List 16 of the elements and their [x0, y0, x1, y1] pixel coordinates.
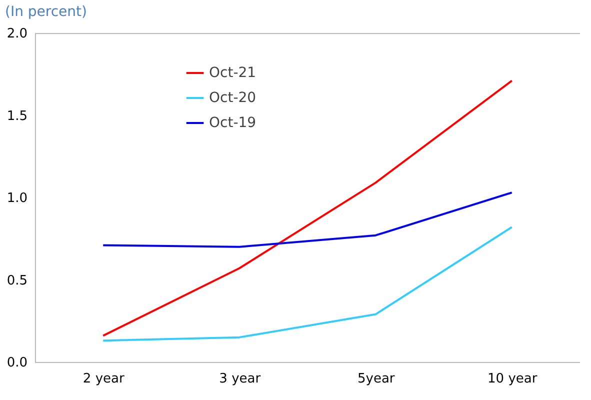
x-tick-label: 5year	[357, 372, 396, 386]
x-tick-label: 3 year	[219, 372, 262, 386]
y-tick-label: 0.0	[6, 356, 28, 370]
x-tick-label: 10 year	[488, 372, 538, 386]
y-tick-label: 1.5	[6, 108, 28, 124]
x-tick-label: 2 year	[82, 372, 125, 386]
line-series	[102, 226, 513, 342]
y-tick-label: 0.5	[6, 273, 28, 288]
line-series	[102, 80, 513, 337]
y-tick-label: 2.0	[6, 26, 28, 42]
y-tick-label: 1.0	[6, 191, 28, 206]
legend-label: Oct-20	[209, 90, 256, 106]
chart-subtitle: (In percent)	[5, 4, 87, 20]
line-series	[102, 192, 513, 248]
legend-label: Oct-19	[209, 115, 256, 131]
legend-label: Oct-21	[209, 65, 256, 81]
